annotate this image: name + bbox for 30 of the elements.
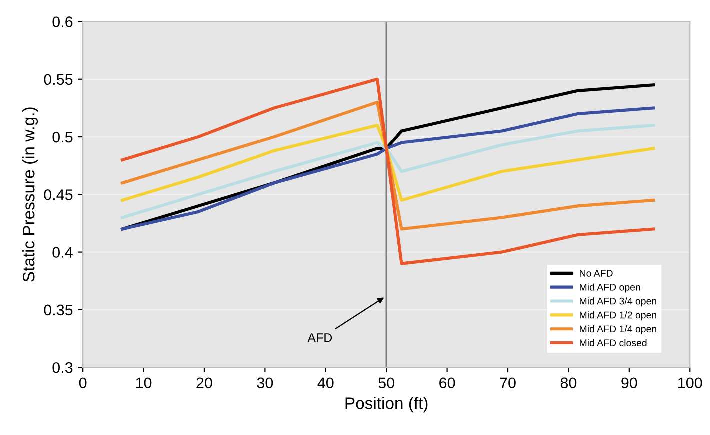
line-series <box>121 124 656 202</box>
annotation: AFD <box>308 334 332 342</box>
y-tick-label: 0.35 <box>44 304 73 316</box>
line-series <box>121 124 656 220</box>
x-tick-label: 100 <box>678 378 702 389</box>
y-tick-label: 0.3 <box>52 362 73 374</box>
legend-label: Mid AFD 1/4 open <box>580 325 656 335</box>
legend-label: Mid AFD closed <box>580 339 647 347</box>
y-tick-label: 0.55 <box>44 74 73 86</box>
legend-label: Mid AFD open <box>580 284 640 293</box>
x-tick-label: 80 <box>560 378 577 389</box>
legend-label: Mid AFD 1/2 open <box>580 312 656 321</box>
x-tick-label: 50 <box>378 378 394 389</box>
x-tick-label: 90 <box>622 378 638 389</box>
x-tick-label: 0 <box>79 378 87 389</box>
x-tick-label: 70 <box>500 378 516 389</box>
x-tick-label: 40 <box>318 378 334 389</box>
legend-label: No AFD <box>580 270 613 277</box>
y-tick-label: 0.5 <box>52 132 73 143</box>
x-axis-title: Position (ft) <box>346 397 428 413</box>
line-series <box>121 78 656 266</box>
legend-label: Mid AFD 3/4 open <box>580 298 656 307</box>
x-tick-label: 30 <box>257 378 274 389</box>
y-tick-label: 0.4 <box>52 247 73 258</box>
y-axis-title: Static Pressure (in w.g.) <box>22 108 38 282</box>
x-tick-label: 60 <box>440 378 456 389</box>
y-tick-label: 0.45 <box>44 190 73 200</box>
x-tick-label: 10 <box>136 378 152 389</box>
x-tick-label: 20 <box>196 378 212 389</box>
y-tick-label: 0.6 <box>52 16 73 28</box>
